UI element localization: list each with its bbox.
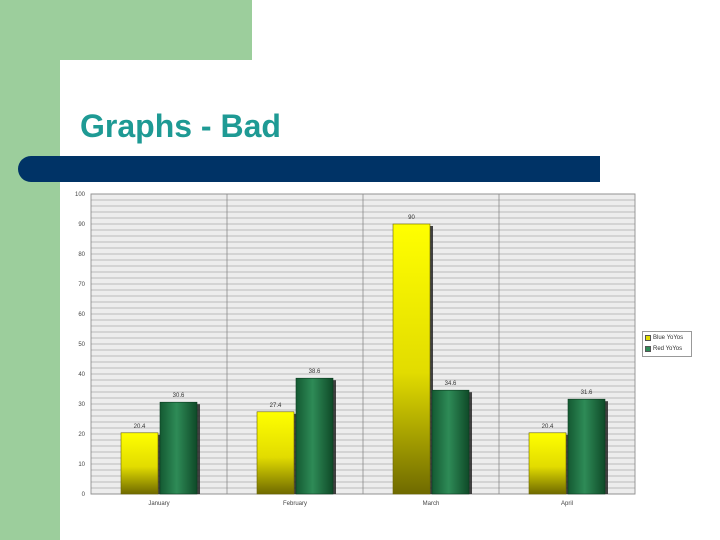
bar-series-1 xyxy=(120,432,159,495)
y-tick-label: 20 xyxy=(78,432,85,438)
y-tick-label: 80 xyxy=(78,252,85,258)
slide-title: Graphs - Bad xyxy=(80,108,281,144)
bar-series-2 xyxy=(431,389,470,495)
legend-entry-series-2: Red YoYos xyxy=(643,343,691,354)
y-tick-label: 70 xyxy=(78,282,85,288)
y-tick-label: 100 xyxy=(75,192,86,198)
legend-entry-series-1: Blue YoYos xyxy=(643,332,691,343)
bar-value-label: 31.6 xyxy=(581,390,593,396)
bar-value-label: 34.6 xyxy=(445,381,457,387)
bar-series-2 xyxy=(159,401,198,495)
y-tick-label: 30 xyxy=(78,402,85,408)
bar-value-label: 20.4 xyxy=(542,424,554,430)
bar-value-label: 90 xyxy=(408,215,415,221)
bar-series-1 xyxy=(528,432,567,495)
bar-series-1 xyxy=(256,411,295,495)
legend-label-series-1: Blue YoYos xyxy=(653,334,684,341)
legend-swatch-green-icon xyxy=(645,345,651,352)
x-category-label: February xyxy=(283,501,307,507)
y-tick-label: 90 xyxy=(78,222,85,228)
decorative-green-block-left xyxy=(0,0,60,540)
legend-label-series-2: Red YoYos xyxy=(653,345,683,352)
y-tick-label: 10 xyxy=(78,462,85,468)
x-category-label: April xyxy=(561,501,573,507)
bar-value-label: 30.6 xyxy=(173,393,185,399)
legend-swatch-yellow-icon xyxy=(645,334,651,341)
y-tick-label: 0 xyxy=(82,492,86,498)
bar-series-2 xyxy=(295,377,334,495)
x-category-label: January xyxy=(148,501,169,507)
bar-value-label: 38.6 xyxy=(309,369,321,375)
y-tick-label: 40 xyxy=(78,372,85,378)
bar-series-1 xyxy=(392,223,431,495)
x-category-label: March xyxy=(423,501,440,507)
title-underline-bar xyxy=(18,156,600,182)
chart-legend: Blue YoYos Red YoYos xyxy=(642,331,692,357)
bar-value-label: 20.4 xyxy=(134,424,146,430)
bar-value-label: 27.4 xyxy=(270,403,282,409)
y-tick-label: 60 xyxy=(78,312,85,318)
bar-series-2 xyxy=(567,398,606,495)
y-tick-label: 50 xyxy=(78,342,85,348)
